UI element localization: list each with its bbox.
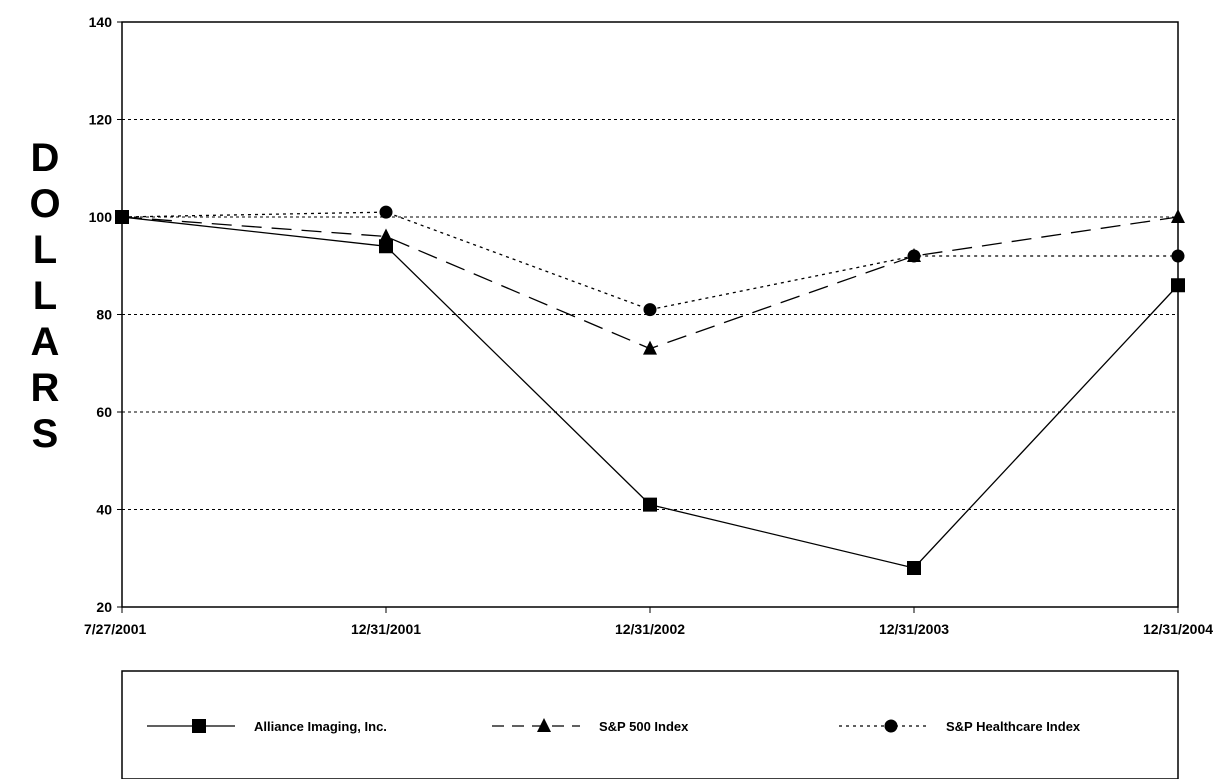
- data-point: [115, 210, 129, 224]
- y-axis-title-letter: R: [30, 366, 60, 410]
- data-point: [643, 497, 657, 512]
- data-point: [1171, 209, 1185, 223]
- y-axis-title-letter: L: [32, 228, 58, 272]
- x-tick-label: 12/31/2001: [351, 621, 421, 637]
- x-tick-label: 12/31/2003: [879, 621, 949, 637]
- data-point: [1171, 249, 1185, 263]
- y-axis-title-letter: D: [30, 136, 60, 180]
- legend-swatch-marker: [884, 719, 898, 733]
- data-point: [643, 303, 657, 317]
- data-point: [907, 561, 921, 575]
- legend-swatch-marker: [537, 718, 551, 732]
- y-tick-label: 140: [89, 14, 113, 30]
- y-tick-label: 60: [96, 404, 112, 420]
- data-point: [379, 205, 393, 219]
- x-tick-label: 12/31/2004: [1143, 621, 1213, 637]
- series-line: [121, 216, 1179, 350]
- data-point: [907, 248, 921, 262]
- series-line: [121, 211, 1178, 311]
- x-tick-label: 12/31/2002: [615, 621, 685, 637]
- y-tick-label: 80: [96, 307, 112, 323]
- data-point: [379, 239, 393, 254]
- y-axis-title-letter: A: [30, 320, 60, 364]
- y-tick-label: 20: [96, 599, 112, 615]
- y-tick-label: 40: [96, 502, 112, 518]
- y-tick-label: 100: [89, 209, 113, 225]
- y-axis-title-letter: L: [32, 274, 58, 318]
- x-tick-label: 7/27/2001: [84, 621, 146, 637]
- y-axis-title-letter: S: [31, 412, 59, 456]
- legend-label: S&P Healthcare Index: [946, 719, 1081, 734]
- data-point: [643, 340, 657, 355]
- legend-swatch-marker: [192, 719, 206, 733]
- y-tick-label: 120: [89, 112, 113, 128]
- legend-label: Alliance Imaging, Inc.: [254, 719, 387, 734]
- data-point: [1171, 278, 1185, 293]
- y-axis-title-letter: O: [29, 182, 61, 226]
- legend-label: S&P 500 Index: [599, 719, 689, 734]
- series-line: [121, 216, 1179, 569]
- data-point: [379, 228, 393, 243]
